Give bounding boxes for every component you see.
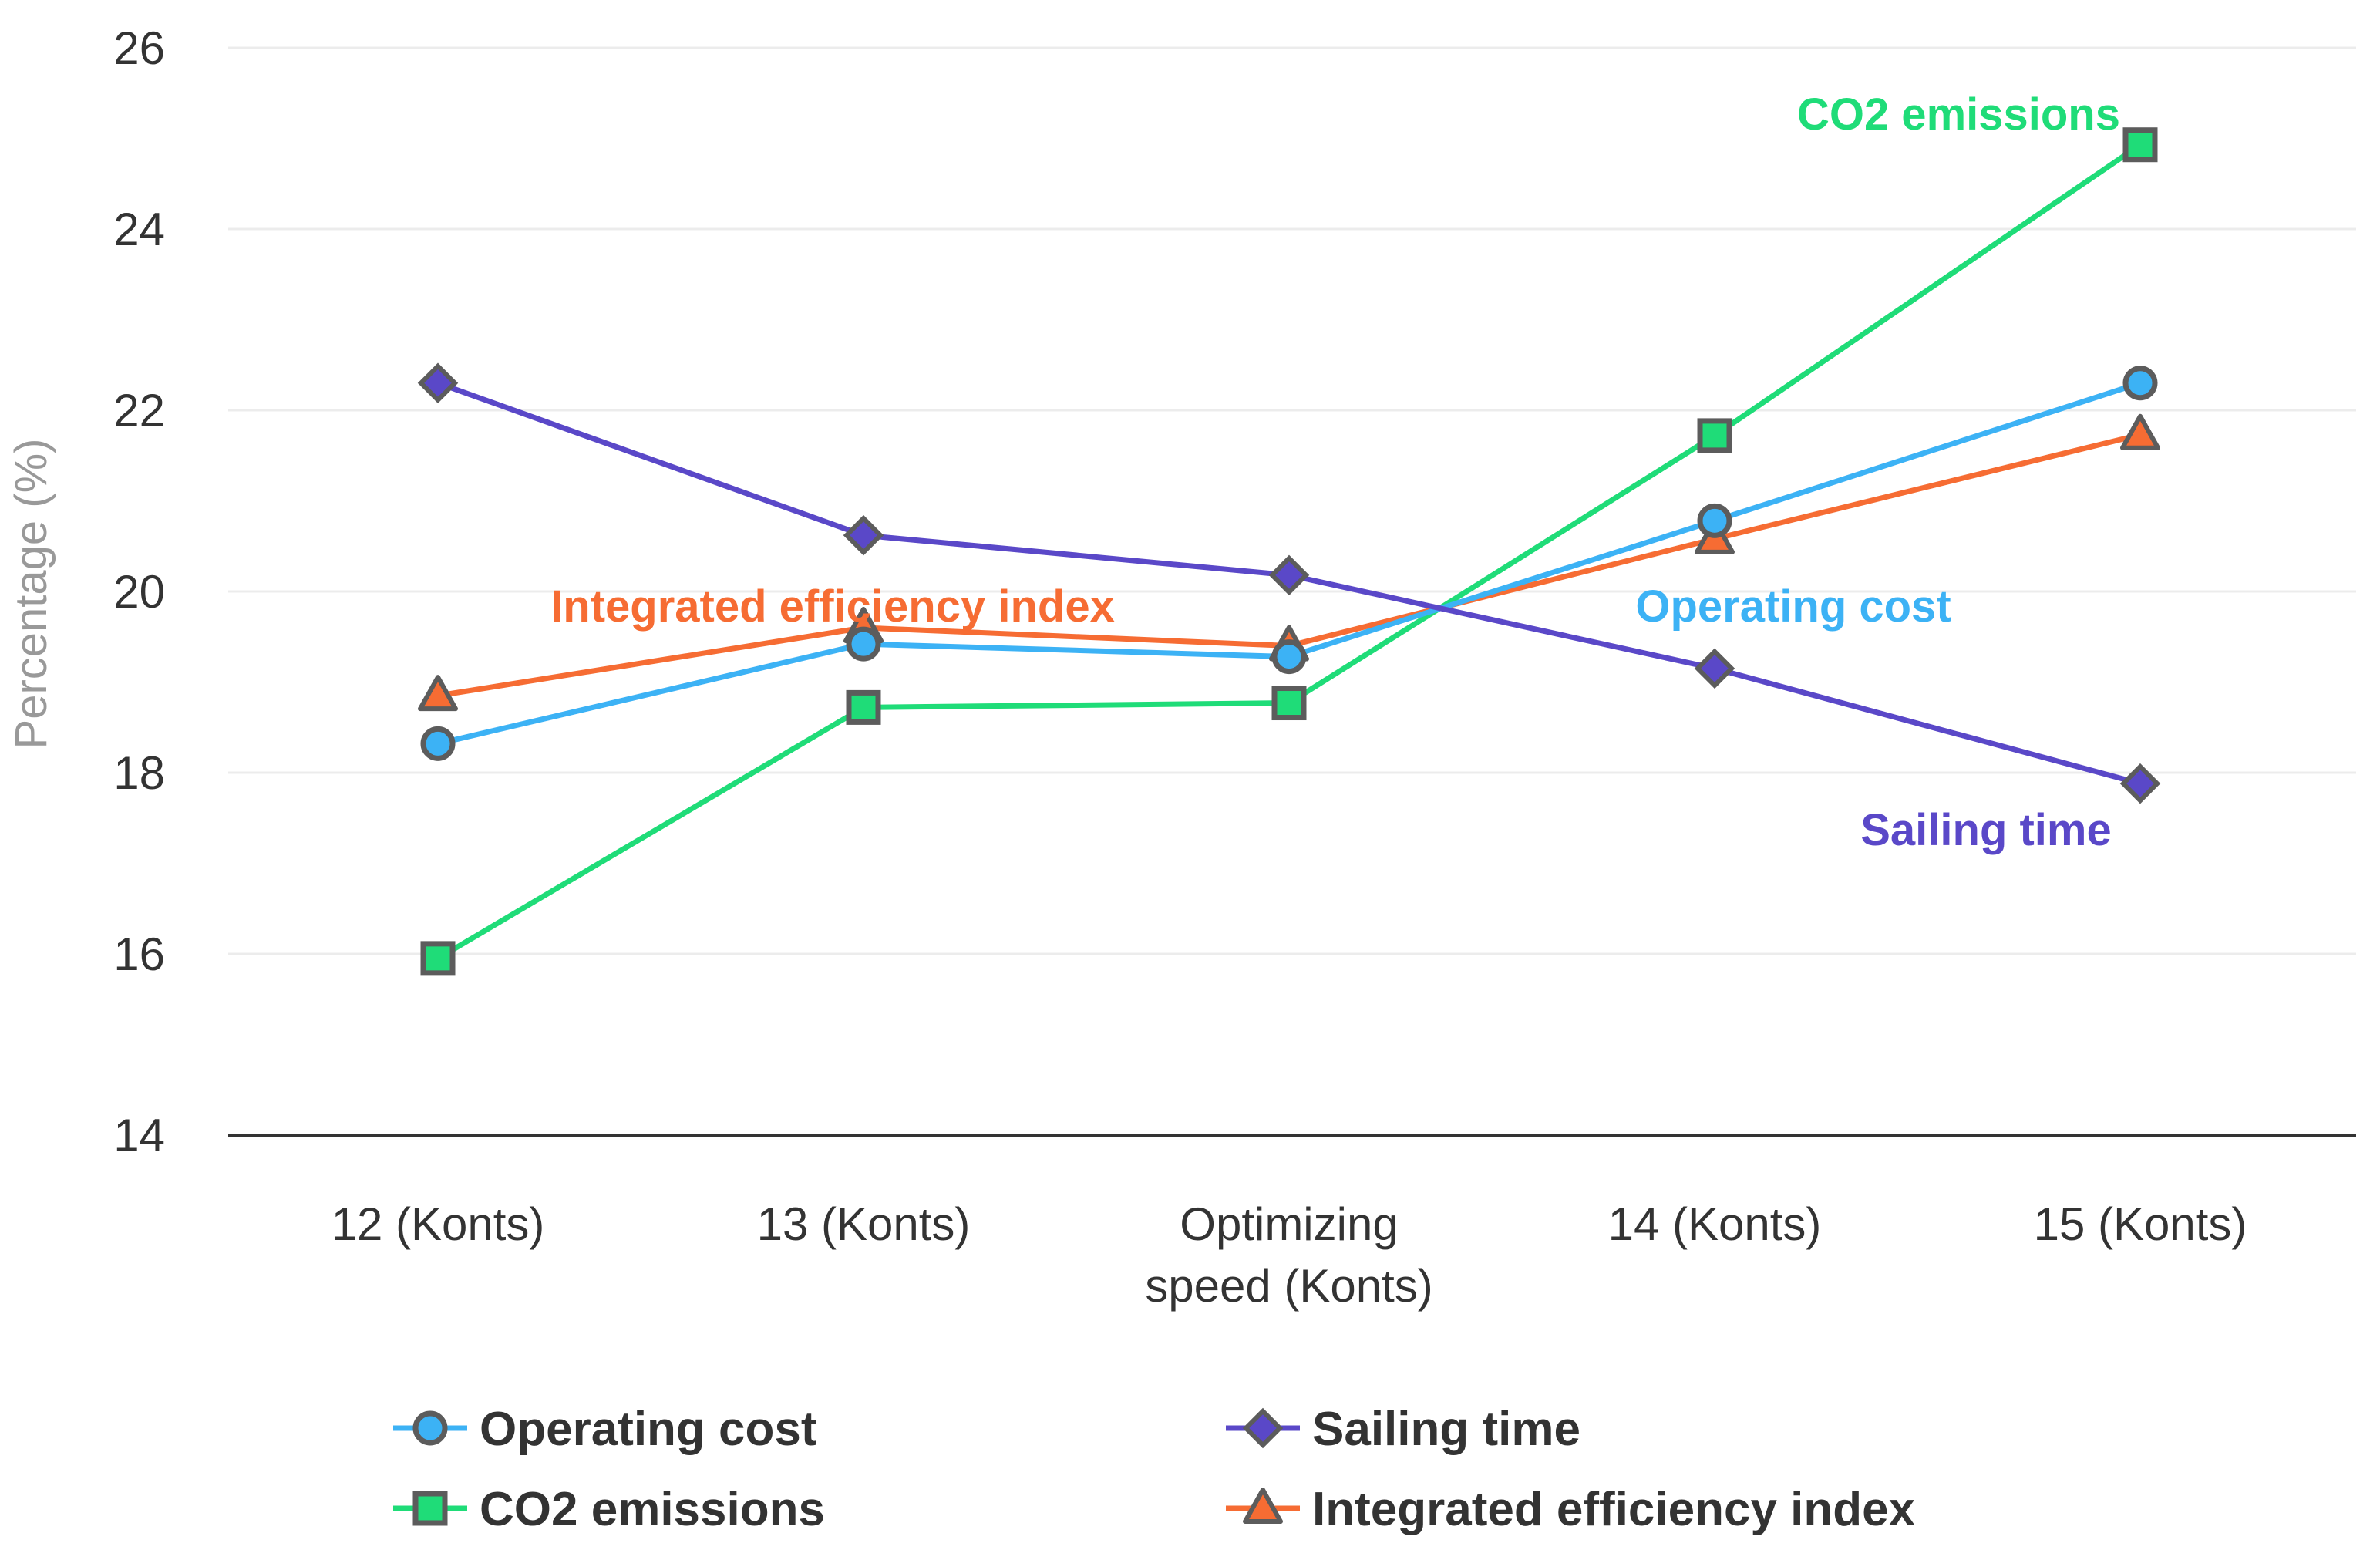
data-point-operating-cost <box>1697 503 1732 538</box>
y-tick-label: 18 <box>113 747 165 799</box>
data-point-sailing-time <box>1268 554 1310 596</box>
x-tick-label: 15 (Konts) <box>2034 1198 2247 1250</box>
data-point-co2-emissions <box>1271 686 1307 721</box>
x-tick-label-line: 13 (Konts) <box>757 1198 971 1250</box>
y-tick-label: 24 <box>113 204 165 255</box>
x-tick-label: 12 (Konts) <box>332 1198 545 1250</box>
y-tick-label: 22 <box>113 385 165 436</box>
y-axis-title: Percentage (%) <box>6 439 56 750</box>
data-point-co2-emissions <box>1697 418 1732 453</box>
data-point-operating-cost <box>420 726 456 761</box>
annotation-integrated-efficiency-index: Integrated efficiency index <box>550 581 1115 632</box>
x-tick-label: Optimizing speed (Konts) <box>1145 1198 1433 1312</box>
legend-item-integrated-efficiency-index: Integrated efficiency index <box>1226 1483 1916 1536</box>
y-tick-label: 20 <box>113 566 165 618</box>
x-tick-label: 14 (Konts) <box>1608 1198 1822 1250</box>
legend-item-sailing-time: Sailing time <box>1226 1403 1580 1456</box>
legend: Operating cost CO2 emissions Sailing time I… <box>393 1403 1916 1536</box>
data-point-operating-cost <box>846 626 881 662</box>
annotation-operating-cost: Operating cost <box>1635 581 1951 632</box>
data-point-operating-cost <box>1271 639 1307 675</box>
series-markers <box>417 127 2161 976</box>
x-tick-label-line: Optimizing <box>1180 1198 1398 1250</box>
annotation-sailing-time: Sailing time <box>1860 805 2112 855</box>
data-point-co2-emissions <box>420 941 456 976</box>
y-tick-label: 26 <box>113 22 165 74</box>
data-point-sailing-time <box>417 362 459 403</box>
annotation-co2-emissions: CO2 emissions <box>1797 89 2120 140</box>
legend-marker <box>1243 1488 1283 1524</box>
y-tick-label: 16 <box>113 928 165 980</box>
data-point-integrated-efficiency-index <box>418 675 458 712</box>
data-point-integrated-efficiency-index <box>2120 413 2160 450</box>
data-point-sailing-time <box>1694 648 1735 689</box>
x-tick-label-line: 12 (Konts) <box>332 1198 545 1250</box>
data-point-co2-emissions <box>846 689 881 725</box>
data-point-co2-emissions <box>2122 127 2158 163</box>
x-tick-label: 13 (Konts) <box>757 1198 971 1250</box>
legend-marker <box>412 1491 448 1526</box>
x-tick-label-line: 14 (Konts) <box>1608 1198 1822 1250</box>
legend-item-operating-cost: Operating cost <box>393 1403 817 1456</box>
y-tick-label: 14 <box>113 1110 165 1161</box>
data-point-sailing-time <box>843 514 884 556</box>
x-axis: 12 (Konts) 13 (Konts) Optimizing speed (Kon… <box>228 1134 2356 1312</box>
y-axis: 14 16 18 20 22 24 26 <box>113 22 165 1161</box>
data-point-sailing-time <box>2119 763 2161 804</box>
x-tick-label-line: 15 (Konts) <box>2034 1198 2247 1250</box>
x-tick-label-line: speed (Konts) <box>1145 1260 1433 1312</box>
legend-label: Sailing time <box>1312 1403 1580 1456</box>
legend-marker <box>1242 1407 1284 1449</box>
legend-marker <box>412 1410 448 1446</box>
legend-label: Integrated efficiency index <box>1312 1483 1916 1536</box>
annotations: CO2 emissions Integrated efficiency index… <box>550 89 2120 855</box>
legend-label: CO2 emissions <box>480 1483 825 1536</box>
legend-item-co2-emissions: CO2 emissions <box>393 1483 825 1536</box>
data-point-operating-cost <box>2122 366 2158 401</box>
legend-label: Operating cost <box>480 1403 817 1456</box>
